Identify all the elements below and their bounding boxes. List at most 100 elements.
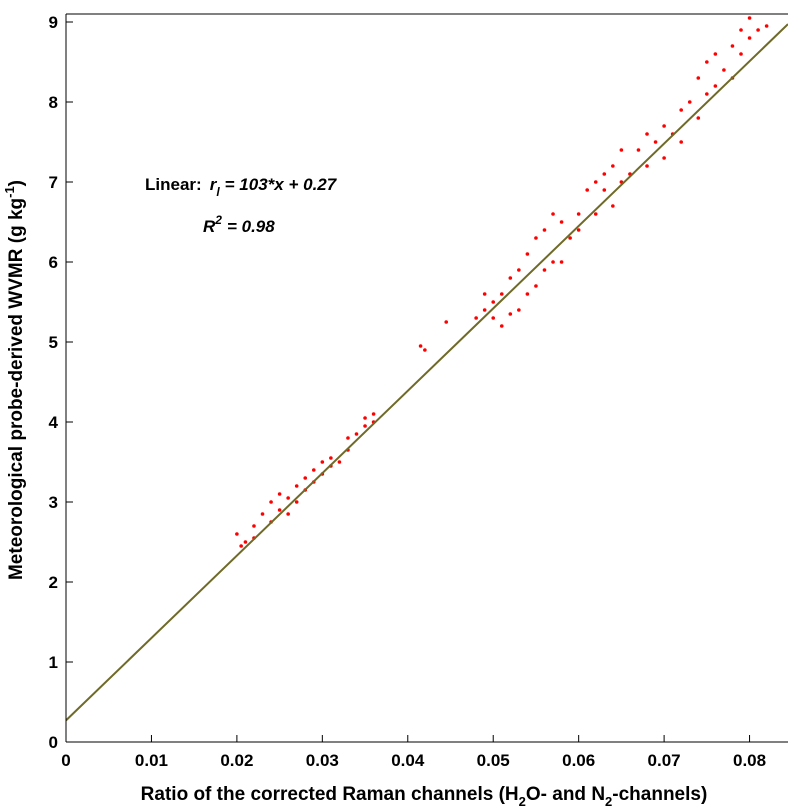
point xyxy=(551,260,555,264)
point xyxy=(542,228,547,232)
point xyxy=(619,148,624,152)
point xyxy=(568,236,572,240)
y-tick-label: 0 xyxy=(49,733,58,752)
point xyxy=(705,60,709,64)
point xyxy=(286,512,290,516)
y-label-part: ) xyxy=(6,180,27,186)
x-tick-label: 0.07 xyxy=(648,751,681,770)
point xyxy=(593,212,598,216)
point xyxy=(679,108,683,112)
point xyxy=(593,180,598,184)
point xyxy=(508,276,513,280)
point xyxy=(705,92,709,96)
point xyxy=(418,344,423,348)
point xyxy=(363,424,367,428)
r2-rhs: = 0.98 xyxy=(227,217,275,236)
point xyxy=(747,36,752,40)
point xyxy=(363,416,367,420)
r2-label: R2 = 0.98 xyxy=(203,213,275,236)
point xyxy=(499,292,504,296)
point xyxy=(277,492,282,496)
point xyxy=(525,252,530,256)
point xyxy=(517,268,521,272)
point xyxy=(713,52,718,56)
point xyxy=(662,156,666,160)
point xyxy=(713,84,718,88)
point xyxy=(482,292,487,296)
point xyxy=(551,212,555,216)
fit-label: Linear: rl = 103*x + 0.27 xyxy=(145,175,338,199)
y-tick-label: 7 xyxy=(49,173,58,192)
point xyxy=(739,28,743,32)
r2-lhs-sup: 2 xyxy=(214,213,222,227)
point xyxy=(730,44,735,48)
point xyxy=(602,172,607,176)
x-tick-label: 0.04 xyxy=(391,751,425,770)
point xyxy=(534,284,538,288)
x-tick-label: 0 xyxy=(61,751,70,770)
point xyxy=(662,124,666,128)
y-tick-label: 9 xyxy=(49,13,58,32)
point xyxy=(542,268,547,272)
point xyxy=(499,324,504,328)
point xyxy=(329,456,333,460)
y-tick-label: 1 xyxy=(49,653,58,672)
fit-lhs-sub: l xyxy=(216,185,220,199)
x-tick-label: 0.02 xyxy=(220,751,253,770)
x-tick-label: 0.08 xyxy=(733,751,766,770)
x-tick-label: 0.06 xyxy=(562,751,595,770)
point xyxy=(252,524,256,528)
x-tick-label: 0.05 xyxy=(477,751,510,770)
fit-lhs: r xyxy=(210,175,218,194)
y-label-part: Meteorological probe-derived WVMR (g kg xyxy=(6,198,27,580)
point xyxy=(337,460,342,464)
point xyxy=(303,476,308,480)
x-label-sub: 2 xyxy=(519,794,526,808)
point xyxy=(645,164,649,168)
point xyxy=(239,544,243,548)
y-tick-label: 2 xyxy=(49,573,58,592)
point xyxy=(482,308,487,312)
point xyxy=(611,164,615,168)
point xyxy=(611,204,615,208)
fit-rhs: = 103*x + 0.27 xyxy=(225,175,338,194)
x-tick-label: 0.01 xyxy=(135,751,168,770)
point xyxy=(645,132,649,136)
point xyxy=(722,68,726,72)
point xyxy=(320,460,325,464)
point xyxy=(585,188,590,192)
point xyxy=(346,436,350,440)
point xyxy=(517,308,521,312)
point xyxy=(243,540,248,544)
point xyxy=(311,468,316,472)
y-axis-label: Meteorological probe-derived WVMR (g kg-… xyxy=(2,180,27,580)
point xyxy=(235,532,239,536)
point xyxy=(444,320,449,324)
point xyxy=(491,300,496,304)
x-label-sub: 2 xyxy=(605,794,612,808)
point xyxy=(286,496,290,500)
point xyxy=(687,100,692,104)
y-tick-label: 3 xyxy=(49,493,58,512)
point xyxy=(508,312,513,316)
y-tick-label: 5 xyxy=(49,333,58,352)
point xyxy=(269,500,273,504)
point xyxy=(423,348,427,352)
point xyxy=(739,52,743,56)
point xyxy=(764,24,769,28)
point xyxy=(696,76,701,80)
point xyxy=(525,292,530,296)
y-tick-label: 6 xyxy=(49,253,58,272)
point xyxy=(491,316,496,320)
point xyxy=(636,148,641,152)
point xyxy=(679,140,683,144)
y-tick-label: 4 xyxy=(49,413,59,432)
point xyxy=(474,316,478,320)
point xyxy=(576,212,581,216)
x-tick-label: 0.03 xyxy=(306,751,339,770)
point xyxy=(756,28,760,32)
x-label-part: O- and N xyxy=(526,784,605,805)
point xyxy=(559,260,564,264)
point xyxy=(294,484,299,488)
point xyxy=(576,228,581,232)
